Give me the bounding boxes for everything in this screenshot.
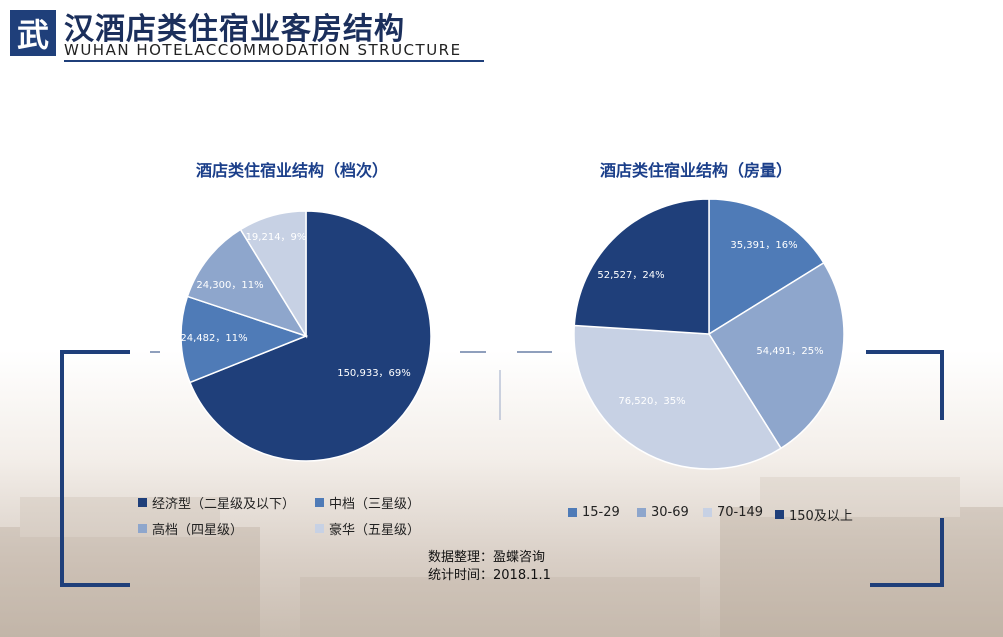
chart-title-grade: 酒店类住宿业结构（档次） bbox=[196, 161, 389, 180]
legend-item-economy: 经济型（二星级及以下） bbox=[138, 493, 295, 512]
legend-swatch bbox=[138, 524, 147, 533]
data-source-note: 数据整理：盈蝶咨询 统计时间：2018.1.1 bbox=[428, 549, 551, 585]
stat-date-line: 统计时间：2018.1.1 bbox=[428, 568, 551, 583]
frame-decoration bbox=[60, 350, 944, 587]
legend-item-70-149: 70-149 bbox=[703, 505, 763, 520]
pie-slice bbox=[708, 198, 825, 336]
legend-swatch bbox=[775, 510, 784, 519]
slice-data-label: 76,520，35% bbox=[618, 396, 685, 407]
legend-item-30-69: 30-69 bbox=[637, 505, 689, 520]
header-divider bbox=[64, 60, 484, 62]
chart-title-rooms: 酒店类住宿业结构（房量） bbox=[600, 161, 793, 180]
slice-data-label: 19,214，9% bbox=[246, 232, 307, 243]
legend-swatch bbox=[138, 498, 147, 507]
pie-slice bbox=[188, 210, 432, 462]
page-title: 汉酒店类住宿业客房结构 bbox=[64, 12, 405, 47]
legend-swatch bbox=[315, 498, 324, 507]
legend-swatch bbox=[568, 508, 577, 517]
pie-slice bbox=[180, 295, 309, 384]
background-room-image bbox=[0, 477, 1003, 637]
pie-slice bbox=[186, 228, 308, 338]
legend-label: 70-149 bbox=[717, 505, 764, 520]
pie-chart-rooms: 35,391，16% 54,491，25% 76,520，35% 52,527，24% bbox=[573, 198, 845, 470]
slice-data-label: 35,391，16% bbox=[730, 240, 797, 251]
legend-swatch bbox=[703, 508, 712, 517]
pie-slice bbox=[573, 324, 782, 470]
legend-item-upscale: 高档（四星级） bbox=[138, 519, 243, 538]
source-line: 数据整理：盈蝶咨询 bbox=[428, 550, 546, 565]
page-subtitle: WUHAN HOTELACCOMMODATION STRUCTURE bbox=[64, 41, 462, 59]
legend-swatch bbox=[315, 524, 324, 533]
pie-chart-grade: 150,933，69% 24,482，11% 24,300，11% 19,214，9% bbox=[180, 210, 432, 462]
legend-item-luxury: 豪华（五星级） bbox=[315, 519, 420, 538]
legend-label: 30-69 bbox=[651, 505, 689, 520]
slice-data-label: 150,933，69% bbox=[337, 368, 411, 379]
slice-data-label: 24,482，11% bbox=[180, 333, 247, 344]
legend-label: 15-29 bbox=[582, 505, 620, 520]
slice-data-label: 54,491，25% bbox=[756, 346, 823, 357]
legend-label: 经济型（二星级及以下） bbox=[152, 497, 296, 512]
pie-slice bbox=[573, 198, 710, 335]
legend-label: 150及以上 bbox=[789, 509, 853, 524]
legend-swatch bbox=[637, 508, 646, 517]
logo-badge: 武 bbox=[10, 10, 56, 56]
legend-label: 豪华（五星级） bbox=[329, 523, 421, 538]
legend-item-150-plus: 150及以上 bbox=[775, 505, 853, 524]
slice-data-label: 52,527，24% bbox=[597, 270, 664, 281]
slice-data-label: 24,300，11% bbox=[196, 280, 263, 291]
legend-label: 中档（三星级） bbox=[329, 497, 421, 512]
legend-label: 高档（四星级） bbox=[152, 523, 244, 538]
header: 武 汉酒店类住宿业客房结构 WUHAN HOTELACCOMMODATION S… bbox=[0, 0, 1003, 70]
legend-item-midscale: 中档（三星级） bbox=[315, 493, 420, 512]
pie-slice bbox=[239, 210, 307, 339]
legend-item-15-29: 15-29 bbox=[568, 505, 620, 520]
pie-slice bbox=[707, 261, 845, 450]
